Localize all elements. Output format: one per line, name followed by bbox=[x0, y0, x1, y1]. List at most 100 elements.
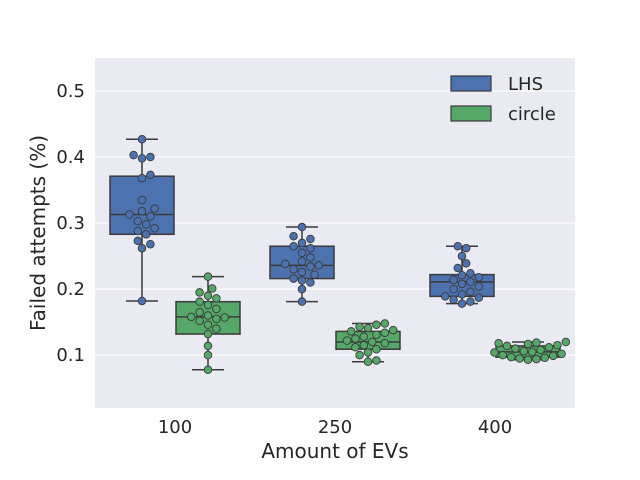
data-point bbox=[289, 274, 298, 283]
data-point bbox=[355, 350, 364, 360]
data-point bbox=[137, 296, 147, 306]
data-point bbox=[380, 319, 390, 328]
data-point bbox=[289, 241, 298, 251]
box-group-circle-100 bbox=[175, 272, 241, 374]
data-point bbox=[457, 290, 467, 299]
data-point bbox=[511, 344, 520, 353]
data-point bbox=[457, 299, 467, 308]
data-point bbox=[449, 275, 458, 285]
data-point bbox=[195, 316, 204, 326]
data-point bbox=[540, 353, 550, 363]
y-tick-label: 0.5 bbox=[56, 81, 85, 102]
data-point bbox=[203, 365, 213, 374]
data-point bbox=[380, 328, 390, 337]
data-point bbox=[457, 279, 467, 289]
box-group-circle-400 bbox=[490, 337, 571, 365]
data-point bbox=[363, 348, 373, 357]
data-point bbox=[498, 350, 508, 360]
data-point bbox=[137, 134, 147, 144]
data-point bbox=[133, 226, 143, 236]
data-point bbox=[561, 337, 571, 347]
data-point bbox=[133, 236, 143, 246]
legend-label-circle: circle bbox=[508, 104, 556, 125]
data-point bbox=[203, 291, 213, 300]
data-point bbox=[453, 241, 463, 251]
data-point bbox=[207, 284, 217, 293]
y-tick-label: 0.4 bbox=[56, 147, 85, 168]
data-point bbox=[548, 351, 558, 361]
data-point bbox=[146, 152, 155, 162]
data-point bbox=[212, 314, 221, 324]
data-point bbox=[544, 342, 554, 352]
data-point bbox=[532, 338, 541, 347]
data-point bbox=[212, 324, 221, 334]
box-group-lhs-250 bbox=[269, 222, 335, 306]
data-point bbox=[461, 259, 471, 268]
data-point bbox=[297, 267, 307, 277]
data-point bbox=[367, 337, 377, 347]
data-point bbox=[141, 220, 151, 229]
data-point bbox=[536, 345, 545, 355]
data-point bbox=[137, 206, 147, 216]
data-point bbox=[129, 150, 138, 160]
data-point bbox=[306, 243, 315, 253]
data-point bbox=[297, 257, 307, 266]
data-point bbox=[306, 253, 315, 262]
box-group-circle-250 bbox=[335, 319, 401, 367]
data-point bbox=[388, 325, 398, 335]
y-tick-label: 0.2 bbox=[56, 279, 85, 300]
data-point bbox=[355, 322, 364, 332]
data-point bbox=[137, 195, 147, 205]
data-point bbox=[195, 288, 204, 297]
data-point bbox=[146, 239, 155, 249]
data-point bbox=[372, 356, 381, 365]
data-point bbox=[557, 349, 566, 359]
data-point bbox=[351, 334, 360, 343]
data-point bbox=[553, 341, 562, 350]
data-point bbox=[137, 173, 147, 183]
data-point bbox=[527, 347, 537, 357]
data-point bbox=[519, 346, 529, 356]
data-point bbox=[310, 270, 319, 279]
chart-marks bbox=[109, 134, 571, 374]
legend-swatch-circle bbox=[450, 105, 492, 122]
box-group-lhs-400 bbox=[429, 241, 495, 308]
box bbox=[109, 175, 175, 236]
y-axis-ticks: 0.1 0.2 0.3 0.4 0.5 bbox=[56, 81, 85, 366]
y-tick-label: 0.3 bbox=[56, 213, 85, 234]
data-point bbox=[346, 327, 356, 336]
data-point bbox=[440, 292, 450, 301]
data-point bbox=[220, 313, 230, 322]
data-point bbox=[490, 348, 499, 357]
data-point bbox=[297, 284, 307, 294]
data-point bbox=[449, 284, 458, 294]
data-point bbox=[297, 297, 307, 306]
data-point bbox=[372, 344, 381, 354]
x-tick-label: 100 bbox=[158, 417, 192, 438]
data-point bbox=[212, 294, 221, 303]
data-point bbox=[125, 210, 134, 219]
data-point bbox=[203, 320, 213, 330]
data-point bbox=[297, 248, 307, 258]
data-point bbox=[297, 238, 307, 248]
legend-label-lhs: LHS bbox=[508, 74, 543, 95]
data-point bbox=[289, 232, 298, 241]
data-point bbox=[141, 230, 151, 239]
data-point bbox=[342, 336, 352, 345]
data-point bbox=[146, 212, 155, 221]
data-point bbox=[306, 262, 315, 271]
x-tick-label: 400 bbox=[478, 417, 512, 438]
data-point bbox=[203, 300, 213, 310]
data-point bbox=[306, 234, 315, 244]
data-point bbox=[457, 251, 467, 261]
legend: LHS circle bbox=[450, 74, 556, 125]
data-point bbox=[359, 341, 369, 350]
data-point bbox=[150, 204, 159, 213]
data-point bbox=[363, 357, 373, 367]
data-point bbox=[137, 154, 147, 163]
data-point bbox=[466, 269, 475, 278]
data-point bbox=[150, 224, 159, 233]
data-point bbox=[466, 287, 475, 297]
data-point bbox=[186, 312, 196, 322]
